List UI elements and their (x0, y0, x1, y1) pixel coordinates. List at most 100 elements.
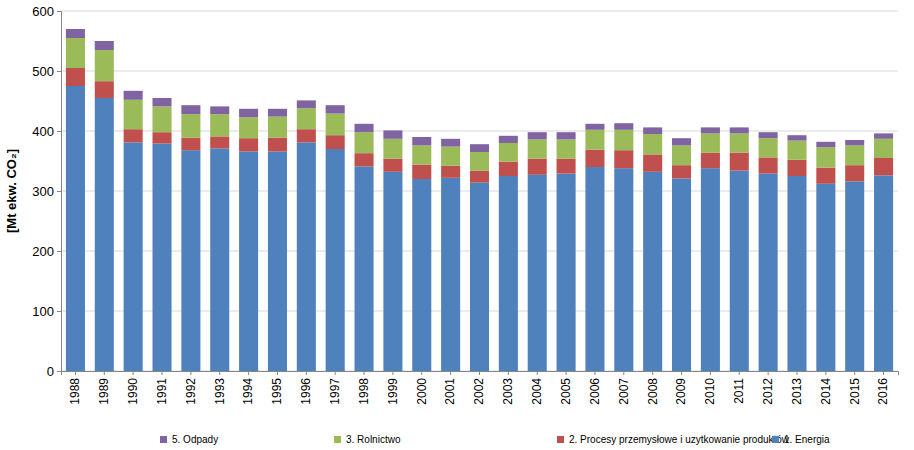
tick: 1996 (299, 371, 313, 405)
bars (66, 29, 893, 371)
bar (470, 152, 489, 171)
bar (383, 159, 402, 172)
tick-label: 1991 (155, 378, 169, 405)
bar (614, 123, 633, 130)
bar (326, 149, 345, 371)
bar (874, 139, 893, 158)
tick-mark (710, 371, 711, 375)
tick-label: 2013 (790, 378, 804, 405)
tick: 1994 (241, 371, 255, 405)
tick: 1993 (213, 371, 227, 405)
bar (528, 159, 547, 175)
tick: 2010 (703, 371, 717, 405)
bar (672, 145, 691, 165)
bar (470, 183, 489, 371)
bar (355, 153, 374, 166)
legend-swatch (160, 436, 167, 443)
bar (239, 109, 258, 117)
tick-label: 2000 (415, 378, 429, 405)
tick-mark (883, 371, 884, 375)
bar (210, 148, 229, 371)
bar (701, 168, 720, 371)
tick-label: 2002 (472, 378, 486, 405)
bar (759, 132, 778, 138)
bar (152, 132, 171, 143)
tick: 2009 (674, 371, 688, 405)
bar (701, 133, 720, 152)
tick-label: 600 (32, 4, 54, 19)
tick-label: 0 (47, 364, 54, 379)
chart: 0100200300400500600198819891990199119921… (0, 0, 914, 450)
tick-label: 2004 (530, 378, 544, 405)
legend-label: 2. Procesy przemysłowe i uzytkowanie pro… (569, 434, 790, 445)
tick: 100 (32, 304, 61, 319)
tick-mark (75, 371, 76, 375)
tick-mark (854, 371, 855, 375)
tick: 1991 (155, 371, 169, 405)
tick: 2007 (617, 371, 631, 405)
bar (730, 153, 749, 171)
bar (66, 38, 85, 68)
tick-mark (392, 371, 393, 375)
legend-item: 1. Energia (772, 434, 830, 445)
tick: 2016 (876, 371, 890, 405)
bar (614, 150, 633, 168)
bar (643, 127, 662, 134)
tick-mark (566, 371, 567, 375)
tick-mark (57, 251, 61, 252)
legend: 5. Odpady3. Rolnictwo2. Procesy przemysł… (160, 434, 830, 445)
bar (701, 153, 720, 169)
tick-mark (104, 371, 105, 375)
bar (672, 165, 691, 178)
tick: 2003 (501, 371, 515, 405)
bar (239, 138, 258, 151)
bar (643, 154, 662, 171)
series (66, 68, 893, 184)
bar (528, 132, 547, 139)
tick-label: 2011 (732, 378, 746, 404)
tick-label: 100 (32, 304, 54, 319)
bar (499, 176, 518, 371)
bar (152, 98, 171, 106)
bar (66, 68, 85, 86)
bar (355, 132, 374, 153)
tick: 1989 (97, 371, 111, 405)
tick: 1990 (126, 371, 140, 405)
tick-mark (277, 371, 278, 375)
bar (181, 138, 200, 151)
bar (124, 100, 143, 129)
bar (383, 172, 402, 371)
bar (326, 135, 345, 149)
tick-mark (681, 371, 682, 375)
bar (585, 130, 604, 150)
tick-label: 1999 (386, 378, 400, 405)
bar (845, 165, 864, 181)
tick-mark (537, 371, 538, 375)
bar (95, 81, 114, 98)
tick: 2012 (761, 371, 775, 405)
bar (95, 50, 114, 81)
bar (787, 176, 806, 371)
tick: 2011 (732, 371, 746, 404)
tick: 1995 (270, 371, 284, 405)
bar (585, 150, 604, 167)
tick-mark (162, 371, 163, 375)
tick-label: 500 (32, 64, 54, 79)
tick-label: 2010 (703, 378, 717, 405)
grid (61, 11, 898, 371)
bar (268, 117, 287, 138)
bar (499, 136, 518, 143)
bar (874, 133, 893, 138)
legend-item: 2. Procesy przemysłowe i uzytkowanie pro… (557, 434, 790, 445)
y-axis-title: [Mt ekw. CO₂] (4, 149, 19, 233)
tick-label: 1996 (299, 378, 313, 405)
bar (297, 129, 316, 142)
bar (528, 139, 547, 158)
bar (557, 132, 576, 139)
bar (326, 105, 345, 113)
tick-mark (57, 371, 61, 372)
bar (441, 147, 460, 166)
tick-label: 2009 (674, 378, 688, 405)
bar (268, 138, 287, 152)
tick: 400 (32, 124, 61, 139)
